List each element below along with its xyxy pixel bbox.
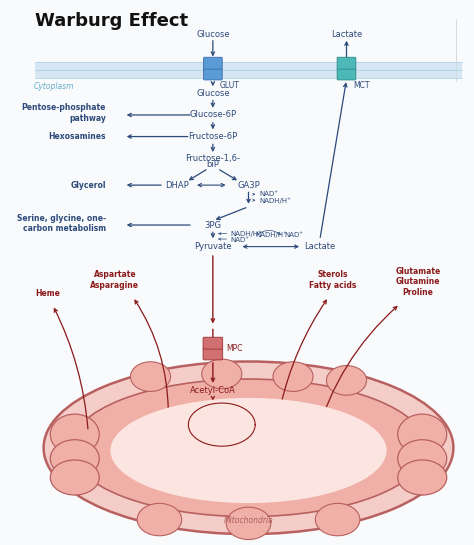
- Text: OAA: OAA: [184, 404, 201, 413]
- Text: NADH/H⁺: NADH/H⁺: [255, 232, 287, 238]
- Text: Pyruvate: Pyruvate: [194, 242, 232, 251]
- Text: NAD⁺: NAD⁺: [260, 191, 279, 197]
- Text: MCT: MCT: [353, 81, 370, 90]
- Text: Lactate: Lactate: [304, 242, 336, 251]
- Text: Glutamate
Glutamine
Proline: Glutamate Glutamine Proline: [395, 267, 440, 297]
- Text: Mitochondria: Mitochondria: [224, 516, 273, 525]
- Bar: [35, 62, 462, 70]
- Text: cycle: cycle: [208, 423, 236, 433]
- Text: Citrate: Citrate: [235, 404, 262, 413]
- Ellipse shape: [226, 507, 271, 540]
- Ellipse shape: [110, 398, 387, 503]
- Text: Glucose: Glucose: [196, 29, 230, 39]
- Ellipse shape: [273, 362, 313, 391]
- Ellipse shape: [202, 359, 242, 389]
- Text: TCA: TCA: [211, 416, 233, 426]
- Text: 3PG: 3PG: [204, 221, 221, 229]
- Text: Lactate: Lactate: [331, 29, 362, 39]
- Text: Cytoplasm: Cytoplasm: [34, 82, 74, 91]
- Text: Sterols
Fatty acids: Sterols Fatty acids: [310, 270, 357, 290]
- Ellipse shape: [50, 414, 99, 455]
- Text: Glucose-6P: Glucose-6P: [189, 111, 237, 119]
- Ellipse shape: [327, 366, 366, 395]
- Ellipse shape: [44, 361, 454, 534]
- FancyBboxPatch shape: [203, 337, 223, 349]
- Text: Glucose: Glucose: [196, 89, 230, 98]
- Ellipse shape: [70, 379, 427, 517]
- Bar: [35, 70, 462, 78]
- Ellipse shape: [50, 440, 99, 477]
- Text: biP: biP: [207, 160, 219, 169]
- Text: NADH/H⁺: NADH/H⁺: [231, 231, 263, 237]
- Text: GLUT: GLUT: [219, 81, 239, 90]
- Text: Acetyl-CoA: Acetyl-CoA: [190, 386, 236, 395]
- Text: MPC: MPC: [226, 344, 243, 353]
- FancyBboxPatch shape: [203, 348, 223, 360]
- FancyBboxPatch shape: [337, 68, 356, 80]
- FancyBboxPatch shape: [203, 57, 222, 69]
- Text: Glycerol: Glycerol: [71, 180, 106, 190]
- Ellipse shape: [50, 460, 99, 495]
- Text: α-KG: α-KG: [244, 433, 262, 441]
- Text: DHAP: DHAP: [165, 180, 189, 190]
- Text: Warburg Effect: Warburg Effect: [35, 13, 188, 31]
- FancyBboxPatch shape: [203, 68, 222, 80]
- Text: Heme: Heme: [36, 289, 61, 298]
- Ellipse shape: [398, 414, 447, 455]
- Text: GA3P: GA3P: [237, 180, 260, 190]
- Text: Hexosamines: Hexosamines: [48, 132, 106, 141]
- Text: Serine, glycine, one-
carbon metabolism: Serine, glycine, one- carbon metabolism: [17, 214, 106, 233]
- Text: NADH/H⁺: NADH/H⁺: [260, 197, 292, 204]
- Text: Pentose-phosphate
pathway: Pentose-phosphate pathway: [22, 103, 106, 123]
- Text: Aspartate
Asparagine: Aspartate Asparagine: [91, 270, 139, 290]
- Ellipse shape: [398, 460, 447, 495]
- FancyBboxPatch shape: [337, 57, 356, 69]
- Text: NAD⁺: NAD⁺: [284, 232, 303, 238]
- Text: SucCoA: SucCoA: [174, 433, 203, 441]
- Ellipse shape: [130, 362, 171, 391]
- Ellipse shape: [315, 504, 360, 536]
- Ellipse shape: [137, 504, 182, 536]
- Text: Fructose-1,6-: Fructose-1,6-: [185, 154, 240, 162]
- Ellipse shape: [398, 440, 447, 477]
- Text: NAD⁺: NAD⁺: [231, 237, 250, 243]
- Text: Fructose-6P: Fructose-6P: [188, 132, 237, 141]
